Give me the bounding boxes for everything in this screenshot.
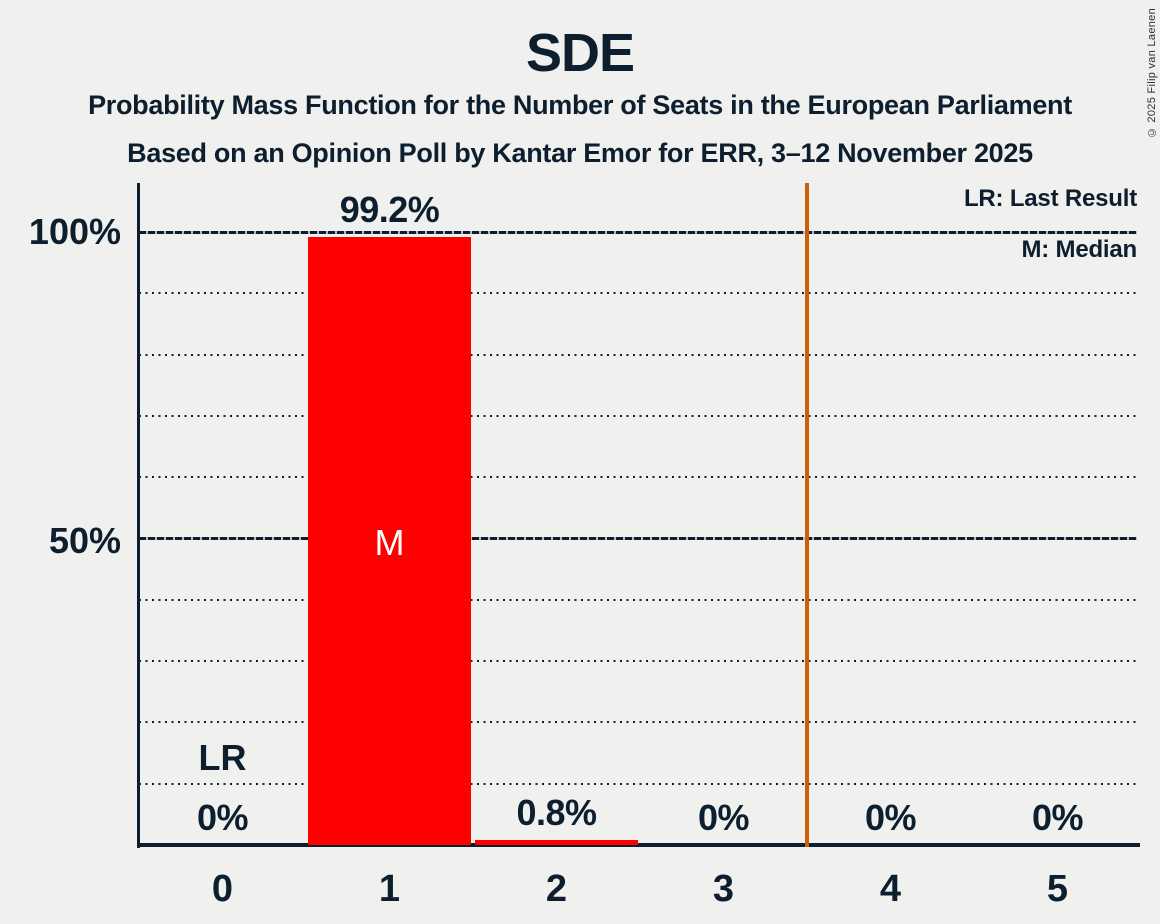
value-label-seat-1: 99.2%	[339, 188, 440, 230]
majority-line	[805, 183, 809, 847]
bar-seat-1	[308, 237, 471, 845]
y-axis-line	[137, 183, 140, 848]
gridline-60pct	[139, 476, 1137, 479]
gridline-80pct	[139, 353, 1137, 356]
x-tick-label-3: 3	[712, 868, 735, 910]
value-label-seat-2: 0.8%	[516, 792, 597, 834]
legend-median: M: Median	[1021, 236, 1137, 263]
gridline-70pct	[139, 414, 1137, 417]
x-tick-label-0: 0	[211, 868, 234, 910]
gridline-100pct	[139, 230, 1137, 234]
gridline-90pct	[139, 292, 1137, 295]
gridline-30pct	[139, 660, 1137, 663]
x-tick-label-5: 5	[1046, 868, 1069, 910]
legend-last-result: LR: Last Result	[963, 185, 1137, 212]
x-tick-label-4: 4	[879, 868, 902, 910]
chart-source-line: Based on an Opinion Poll by Kantar Emor …	[127, 138, 1033, 168]
bar-seat-2	[475, 840, 638, 845]
gridline-40pct	[139, 598, 1137, 601]
median-label: M	[374, 521, 405, 563]
x-tick-label-2: 2	[545, 868, 568, 910]
gridline-10pct	[139, 782, 1137, 785]
y-axis-tick-100: 100%	[28, 211, 121, 252]
y-axis-tick-50: 50%	[48, 520, 121, 561]
chart-title: SDE	[525, 23, 635, 83]
gridline-20pct	[139, 721, 1137, 724]
value-label-seat-5: 0%	[1031, 797, 1084, 838]
last-result-label: LR	[198, 737, 247, 778]
x-axis-line	[137, 843, 1140, 847]
chart-subtitle: Probability Mass Function for the Number…	[88, 90, 1072, 120]
copyright-notice: © 2025 Filip van Laenen	[1146, 8, 1158, 139]
value-label-seat-4: 0%	[864, 797, 917, 838]
gridline-50pct	[139, 537, 1137, 540]
value-label-seat-0: 0%	[196, 797, 249, 838]
value-label-seat-3: 0%	[697, 797, 750, 838]
x-tick-label-1: 1	[378, 868, 401, 910]
